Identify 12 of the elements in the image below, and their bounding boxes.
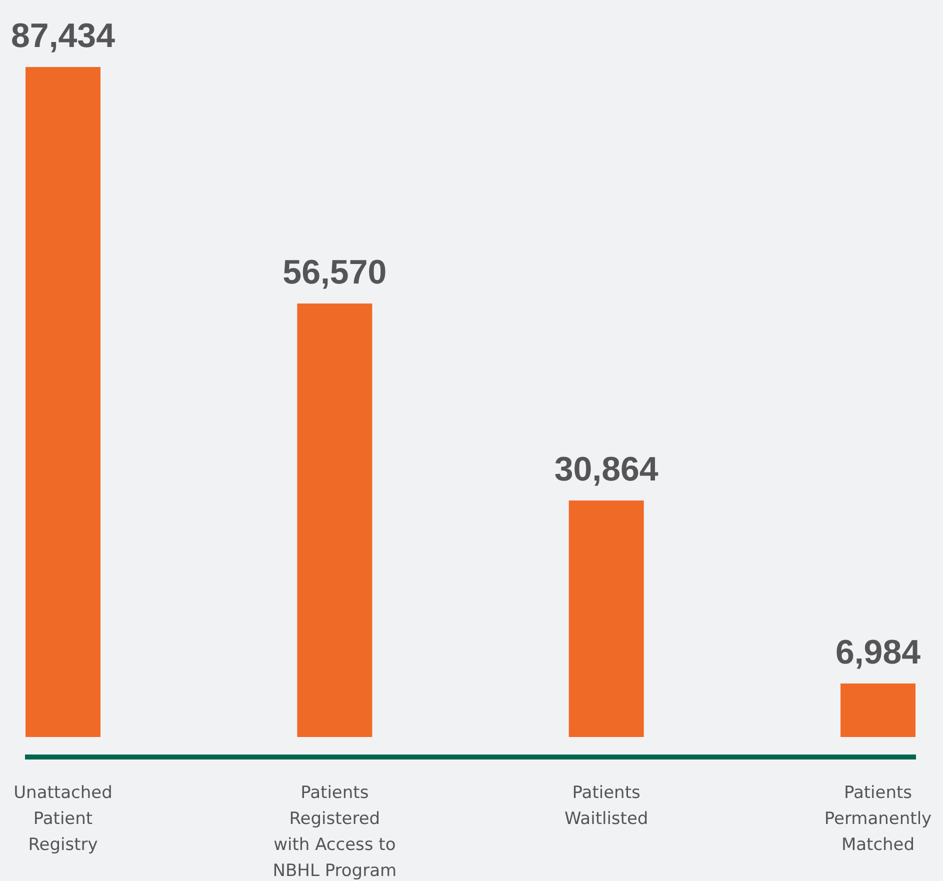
bar [568,500,644,737]
x-tick-label: Patients Registered with Access to NBHL Program [272,783,397,881]
data-label: 30,864 [554,450,658,488]
data-label: 6,984 [835,633,921,672]
x-tick-label: Patients Permanently Matched [824,783,932,855]
data-label: 56,570 [282,254,387,292]
bar [840,683,916,737]
data-label: 87,434 [11,17,116,55]
bar [297,304,372,737]
bar [26,67,100,737]
x-tick-label: Unattached Patient Registry [14,783,112,855]
x-tick-label: Patients Waitlisted [564,783,648,829]
